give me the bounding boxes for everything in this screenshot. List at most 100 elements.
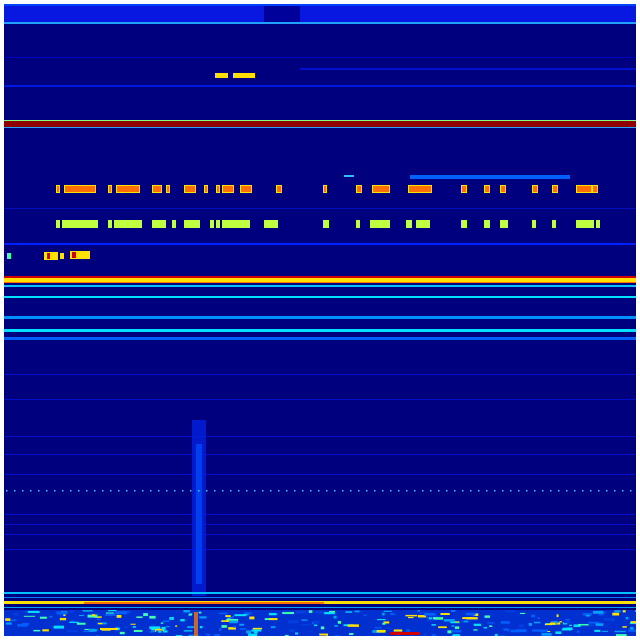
dot [518,490,520,492]
signal-segment [323,220,329,228]
noise-cell [454,621,460,623]
dot [606,490,608,492]
strong-line [4,282,636,283]
band-line [4,243,636,245]
noise-cell [382,622,386,625]
dot [494,490,496,492]
noise-cell [115,611,127,615]
faint-line [4,474,636,475]
signal-segment-core [577,186,591,192]
noise-cell [308,631,313,633]
noise-cell [452,635,461,636]
signal-segment [216,220,220,228]
noise-cell [565,618,570,621]
noise-cell [541,633,552,636]
noise-cell [562,622,568,625]
noise-cell [410,634,414,636]
noise-cell [443,619,455,622]
noise-cell [505,610,516,613]
noise-cell [252,627,263,630]
noise-cell [5,618,11,621]
band-edge [4,120,636,121]
noise-cell [452,634,460,636]
signal-segment [500,220,508,228]
noise-cell [562,627,572,631]
noise-cell [221,620,229,622]
dot [62,490,64,492]
blue-line [4,316,636,319]
noise-cell [59,613,65,617]
noise-cell [183,630,193,632]
top-line [4,4,636,6]
noise-cell [70,610,74,613]
bottom-line [4,597,636,598]
noise-cell [228,615,234,619]
dot [534,490,536,492]
noise-cell [66,630,78,633]
noise-cell [559,621,563,623]
signal-segment [152,220,166,228]
noise-cell [5,622,12,625]
noise-cell [283,610,286,613]
noise-cell [333,615,337,619]
dot [542,490,544,492]
noise-cell [69,621,79,623]
signal-segment [484,220,490,228]
dot [246,490,248,492]
noise-cell [603,618,613,621]
dot [390,490,392,492]
noise-cell [506,629,510,632]
bottom-strong-line-core [84,602,324,604]
noise-cell [143,613,148,617]
noise-cell [582,613,592,616]
noise-cell [592,610,604,614]
noise-cell [149,626,161,630]
dot [238,490,240,492]
signal-segment [70,251,90,259]
noise-segment [100,628,118,630]
noise-cell [123,626,129,629]
noise-cell [308,610,313,613]
noise-cell [316,610,325,614]
noise-cell [515,629,527,633]
noise-cell [334,635,340,636]
noise-cell [555,621,558,624]
dot [54,490,56,492]
noise-cell [578,623,589,626]
noise-cell [270,626,276,629]
noise-cell [119,631,125,635]
dot [358,490,360,492]
noise-cell [23,615,35,617]
noise-cell [218,612,228,615]
noise-cell [629,627,634,630]
noise-cell [87,614,98,618]
dot [478,490,480,492]
dot [422,490,424,492]
noise-cell [463,620,468,623]
dot [190,490,192,492]
noise-cell [268,618,278,621]
signal-segment-core [409,186,431,192]
noise-cell [146,630,156,632]
faint-line [4,399,636,400]
noise-cell [108,610,117,612]
noise-cell [13,613,19,616]
dot [334,490,336,492]
noise-cell [229,620,238,624]
noise-cell [487,622,495,624]
signal-segment-core [373,186,389,192]
noise-cell [531,629,541,632]
signal-segment [552,220,556,228]
noise-cell [268,612,277,616]
noise-cell [233,625,237,628]
noise-cell [614,610,621,613]
noise-cell [70,620,75,623]
dot [550,490,552,492]
noise-cell [42,629,49,632]
dot [310,490,312,492]
noise-cell [528,623,532,626]
strong-band [4,121,636,127]
dot [158,490,160,492]
noise-cell [76,622,86,625]
noise-cell [251,629,262,632]
